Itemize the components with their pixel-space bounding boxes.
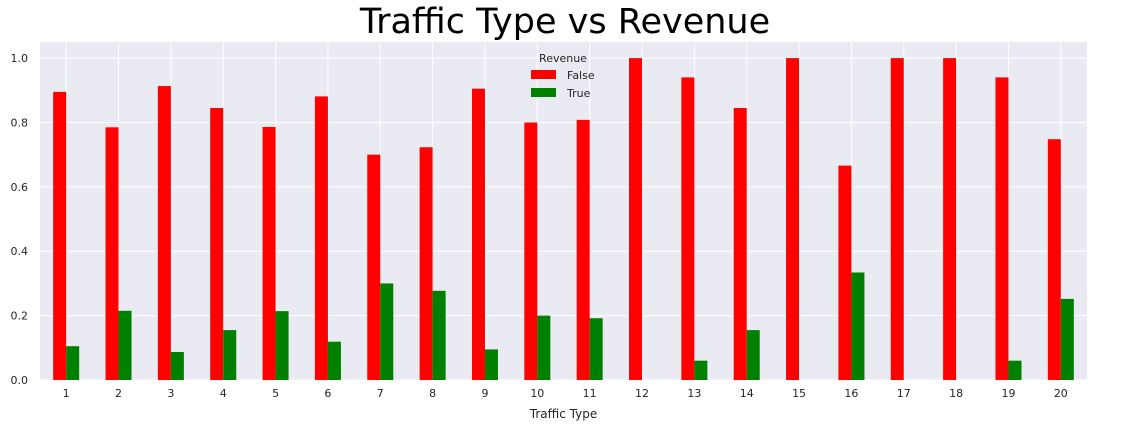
legend-title: Revenue: [539, 52, 587, 65]
legend: Revenue False True: [531, 52, 595, 100]
bar-true-10: [537, 315, 551, 380]
x-tick-label: 14: [740, 387, 754, 400]
bar-true-19: [1008, 360, 1022, 380]
x-tick-label: 2: [115, 387, 122, 400]
y-tick-label: 0.6: [11, 181, 29, 194]
y-tick-label: 1.0: [11, 52, 29, 65]
x-axis-label: Traffic Type: [529, 407, 597, 421]
bar-true-4: [223, 330, 237, 380]
x-tick-label: 17: [897, 387, 911, 400]
bar-false-7: [367, 154, 381, 380]
bar-false-8: [419, 147, 433, 380]
x-tick-label: 5: [272, 387, 279, 400]
bar-false-12: [629, 58, 643, 380]
bar-false-1: [53, 91, 67, 381]
x-tick-label: 12: [635, 387, 649, 400]
x-tick-label: 13: [687, 387, 701, 400]
bar-false-2: [105, 127, 119, 380]
x-tick-label: 10: [530, 387, 544, 400]
bar-true-16: [851, 272, 865, 380]
x-tick-label: 16: [844, 387, 858, 400]
bar-false-6: [314, 96, 328, 380]
bar-false-5: [262, 126, 276, 381]
x-tick-label: 20: [1054, 387, 1068, 400]
x-tick-label: 3: [167, 387, 174, 400]
y-axis-ticks: 0.0 0.2 0.4 0.6 0.8 1.0: [11, 52, 29, 387]
bar-false-17: [890, 58, 904, 380]
legend-swatch-true: [531, 88, 556, 97]
legend-swatch-false: [531, 70, 556, 79]
y-tick-label: 0.8: [11, 116, 29, 129]
bar-false-3: [157, 86, 171, 380]
y-tick-label: 0.2: [11, 310, 29, 323]
bar-true-6: [327, 341, 341, 380]
x-tick-label: 15: [792, 387, 806, 400]
plot-area: [40, 42, 1087, 380]
bar-false-11: [576, 119, 590, 381]
x-tick-label: 1: [63, 387, 70, 400]
bar-false-9: [471, 88, 485, 380]
x-tick-label: 4: [220, 387, 227, 400]
bar-true-3: [170, 351, 184, 380]
bar-false-20: [1047, 139, 1061, 380]
bar-false-13: [681, 77, 695, 381]
bar-false-15: [786, 58, 800, 380]
bar-true-9: [484, 349, 498, 380]
bar-true-7: [380, 283, 394, 380]
bar-false-18: [943, 58, 957, 380]
bar-true-5: [275, 311, 289, 380]
bar-true-1: [66, 346, 80, 380]
bar-true-11: [589, 318, 603, 380]
bar-true-14: [746, 330, 760, 380]
x-tick-label: 8: [429, 387, 436, 400]
x-tick-label: 11: [583, 387, 597, 400]
bar-true-2: [118, 310, 132, 380]
x-tick-label: 19: [1001, 387, 1015, 400]
bar-false-16: [838, 165, 852, 380]
x-tick-label: 6: [324, 387, 331, 400]
y-tick-label: 0.0: [11, 374, 29, 387]
x-tick-label: 7: [377, 387, 384, 400]
bars: [53, 58, 1074, 381]
x-axis-ticks: 1 2 3 4 5 6 7 8 9 10 11 12 13 14 15 16 17 18 19 20: [63, 387, 1068, 400]
bar-false-19: [995, 77, 1009, 381]
bar-true-8: [432, 290, 446, 380]
bar-false-14: [733, 107, 747, 380]
x-tick-label: 9: [481, 387, 488, 400]
bar-false-10: [524, 122, 538, 380]
x-tick-label: 18: [949, 387, 963, 400]
bar-false-4: [210, 107, 224, 380]
bar-true-20: [1060, 298, 1074, 380]
chart-title: Traffic Type vs Revenue: [359, 2, 771, 42]
legend-label-true: True: [566, 87, 591, 100]
y-tick-label: 0.4: [11, 245, 29, 258]
bar-true-13: [694, 360, 708, 380]
legend-label-false: False: [567, 69, 595, 82]
